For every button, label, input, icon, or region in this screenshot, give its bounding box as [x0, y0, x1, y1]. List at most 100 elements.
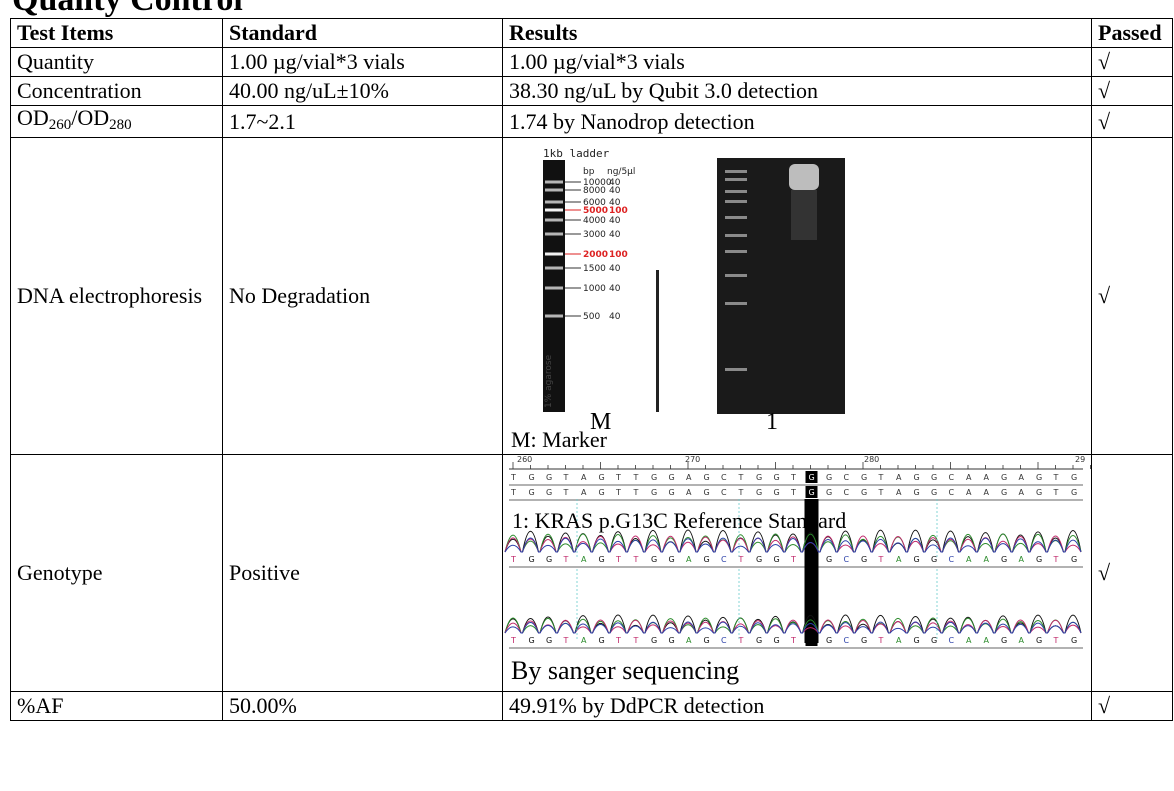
agarose-label: 1% agarose — [544, 354, 554, 408]
base-call: G — [914, 555, 920, 564]
base-call: T — [738, 473, 744, 482]
base-call: T — [878, 636, 884, 645]
base-call: T — [633, 488, 639, 497]
base-call: G — [704, 473, 710, 482]
base-call: G — [599, 488, 605, 497]
quality-control-table: Test Items Standard Results Passed Quant… — [10, 18, 1173, 721]
base-call: G — [774, 555, 780, 564]
base-call: G — [599, 555, 605, 564]
od-separator: /OD — [71, 105, 110, 130]
base-call: T — [510, 473, 516, 482]
base-call: T — [510, 636, 516, 645]
column-header-passed: Passed — [1091, 18, 1173, 48]
standard-cell: 1.00 µg/vial*3 vials — [222, 47, 503, 77]
base-call: G — [1071, 636, 1077, 645]
passed-check: √ — [1091, 454, 1173, 692]
ladder-ng-label: 40 — [609, 230, 621, 240]
base-call: T — [563, 473, 569, 482]
base-call: G — [529, 488, 535, 497]
base-call: G — [826, 636, 832, 645]
base-call: G — [529, 473, 535, 482]
base-call: C — [721, 555, 727, 564]
result-cell: 38.30 ng/uL by Qubit 3.0 detection — [502, 76, 1092, 106]
base-call: C — [844, 555, 850, 564]
passed-check: √ — [1091, 105, 1173, 138]
base-call: A — [984, 488, 990, 497]
test-item-cell: Quantity — [10, 47, 223, 77]
gel-marker-band — [725, 170, 747, 173]
base-call: G — [809, 488, 815, 497]
table-row-dna-electrophoresis: DNA electrophoresis No Degradation 1kb l… — [10, 137, 1173, 455]
base-call: T — [563, 636, 569, 645]
base-call: G — [861, 636, 867, 645]
genomic-dna-band — [789, 164, 819, 190]
base-call: G — [774, 636, 780, 645]
electrophoresis-result-cell: 1kb ladder 10000 40 8000 40 6000 40 5000 100 400… — [502, 137, 1092, 455]
base-call: G — [756, 636, 762, 645]
ladder-band — [545, 200, 563, 204]
base-call: C — [721, 636, 727, 645]
base-call: T — [510, 555, 516, 564]
ladder-band — [545, 180, 563, 184]
ladder-bp-label: 1500 — [583, 264, 606, 274]
base-call: A — [686, 488, 692, 497]
base-call: A — [984, 473, 990, 482]
base-call: A — [1019, 473, 1025, 482]
base-call: A — [1019, 555, 1025, 564]
column-header-standard: Standard — [222, 18, 503, 48]
base-call: A — [1019, 636, 1025, 645]
ladder-ng-label: 40 — [609, 186, 621, 196]
base-call: T — [878, 473, 884, 482]
table-row-concentration: Concentration 40.00 ng/uL±10% 38.30 ng/u… — [10, 76, 1173, 106]
base-call: T — [563, 488, 569, 497]
test-item-cell: %AF — [10, 691, 223, 721]
base-call: G — [1036, 636, 1042, 645]
genomic-dna-smear — [791, 190, 817, 240]
base-call: G — [546, 636, 552, 645]
sequencing-caption: By sanger sequencing — [511, 656, 740, 685]
column-header-test-items: Test Items — [10, 18, 223, 48]
base-call: G — [1001, 555, 1007, 564]
base-call: G — [529, 636, 535, 645]
base-call: G — [599, 636, 605, 645]
ladder-ng-header: ng/5µl — [607, 167, 635, 177]
base-call: C — [844, 473, 850, 482]
standard-cell: 50.00% — [222, 691, 503, 721]
result-cell: 1.00 µg/vial*3 vials — [502, 47, 1092, 77]
ruler-label: 270 — [685, 455, 700, 464]
passed-check: √ — [1091, 47, 1173, 77]
test-item-cell: Genotype — [10, 454, 223, 692]
base-call: G — [1001, 488, 1007, 497]
base-call: T — [633, 473, 639, 482]
ladder-ng-label: 40 — [609, 312, 621, 322]
base-call: T — [633, 555, 639, 564]
ladder-band — [545, 208, 563, 212]
ruler-label: 29 — [1075, 455, 1085, 464]
base-call: A — [966, 473, 972, 482]
ladder-band — [545, 188, 563, 192]
base-call: G — [529, 555, 535, 564]
base-call: G — [914, 473, 920, 482]
base-call: T — [615, 636, 621, 645]
trace-t — [504, 619, 1082, 634]
standard-cell: No Degradation — [222, 137, 503, 455]
gel-scale-bar — [656, 270, 659, 412]
gel-marker-band — [725, 234, 747, 237]
base-call: T — [790, 636, 796, 645]
ladder-ng-label: 40 — [609, 284, 621, 294]
base-call: C — [949, 636, 955, 645]
ladder-ng-label: 40 — [609, 178, 621, 188]
base-call: A — [984, 555, 990, 564]
trace-c — [504, 537, 1082, 553]
base-call: T — [510, 488, 516, 497]
base-call: T — [615, 473, 621, 482]
base-call: G — [546, 555, 552, 564]
base-call: G — [1001, 636, 1007, 645]
ladder-band — [545, 232, 563, 236]
gel-marker-band — [725, 250, 747, 253]
base-call: A — [686, 473, 692, 482]
base-call: T — [563, 555, 569, 564]
base-call: G — [756, 488, 762, 497]
base-call: T — [738, 636, 744, 645]
base-call: G — [651, 488, 657, 497]
